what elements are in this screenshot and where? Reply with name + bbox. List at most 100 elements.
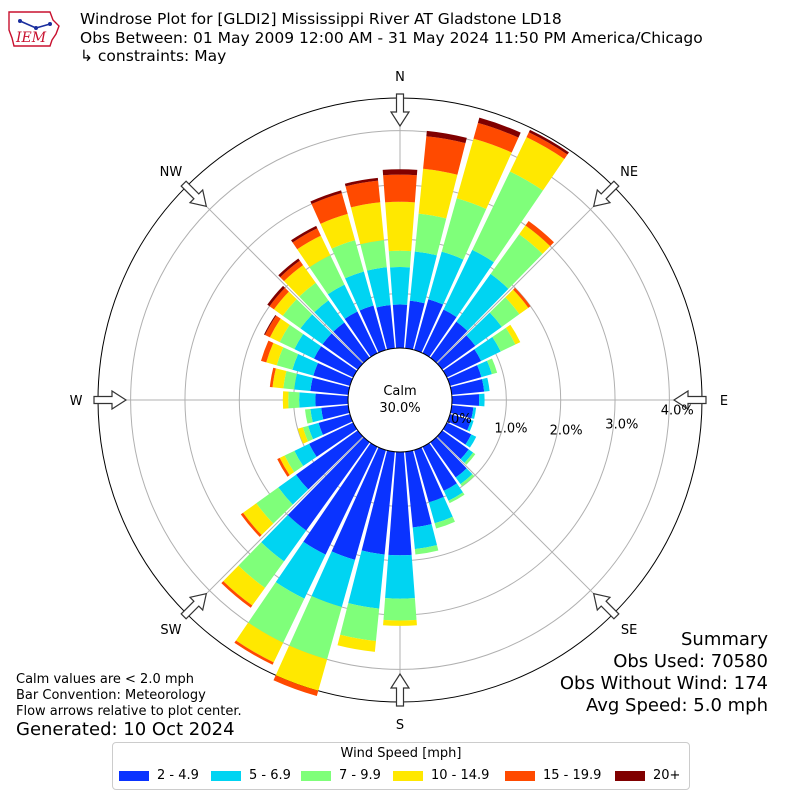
flow-arrow-icon [592,180,620,208]
windrose-bar-segment [426,130,467,144]
windrose-bar-segment [269,318,290,343]
calm-circle [347,347,453,453]
windrose-bar-segment [288,391,300,409]
windrose-bar-segment [405,450,432,528]
windrose-bar-segment [422,442,457,491]
radial-tick-label: 2.0% [550,423,583,438]
windrose-bar-segment [292,353,318,376]
legend-label: 10 - 14.9 [431,768,490,783]
calm-label: Calm [383,384,416,399]
windrose-bar-segment [292,228,321,250]
windrose-bar-segment [441,198,487,260]
windrose-bar-segment [526,132,568,160]
windrose-bar-segment [264,314,277,336]
grid-spoke [186,436,364,614]
windrose-bar-segment [327,284,358,319]
windrose-bar-segment [261,515,307,562]
windrose-bar-segment [474,337,501,361]
flow-arrows [93,93,707,707]
flow-arrow-icon [93,389,128,411]
windrose-bar-segment [367,267,391,308]
windrose-bar-segment [383,598,417,621]
windrose-bar-segment [487,358,498,375]
windrose-bar-segment [240,512,262,537]
windrose-bar-segment [388,451,412,556]
generated-note: Generated: 10 Oct 2024 [16,719,235,740]
flow-arrow-icon [180,592,208,620]
windrose-bar-segment [314,300,345,332]
flow-arrow-icon [180,180,208,208]
windrose-bar-segment [311,192,348,224]
windrose-bar-segment [235,622,284,663]
windrose-bar-segment [450,405,474,419]
windrose-bar-segment [269,367,276,388]
windrose-bar-segment [238,542,285,588]
legend-label: 2 - 4.9 [157,768,199,783]
flow-arrow-icon [389,672,411,707]
windrose-bar-segment [299,282,329,313]
windrose-bar-segment [412,524,438,550]
radial-tick-label: 4.0% [661,404,694,419]
windrose-bar-segment [505,289,529,315]
windrose-bar-segment [291,225,318,243]
windrose-bar-segment [299,392,316,408]
windrose-bar-segment [345,180,381,208]
direction-label: SW [160,623,181,638]
windrose-bar-segment [280,260,304,282]
windrose-bar-segment [442,422,472,445]
windrose-bar-segment [344,311,378,358]
windrose-bar-segment [383,619,417,626]
iem-logo-text: IEM [16,30,47,46]
windrose-bar-segment [447,414,471,431]
windrose-bar-segment [509,137,565,191]
calm-center: Calm 30.0% [347,347,453,453]
windrose-bar-segment [321,405,350,420]
windrose-bar-segment [278,474,309,505]
legend-label: 5 - 6.9 [249,768,291,783]
summary-heading: Summary [681,629,768,650]
windrose-bar-segment [310,407,324,423]
windrose-bar-segment [430,437,467,478]
flow-arrow-icon [592,592,620,620]
windrose-bar-segment [310,377,350,395]
bar-convention-note: Bar Convention: Meteorology [16,688,206,703]
windrose-bar-segment [221,581,253,608]
legend-swatch [119,771,149,781]
legend-label: 7 - 9.9 [339,768,381,783]
windrose-bar-segment [297,427,309,444]
direction-label: S [396,718,404,733]
legend-swatch [211,771,241,781]
windrose-bar-segment [492,327,516,352]
windrose-bar-segment [472,171,543,263]
direction-label: SE [621,623,637,638]
windrose-bar-segment [309,255,345,295]
windrose-bar-segment [283,265,316,297]
windrose-bar-segment [451,394,480,406]
windrose-bars [221,117,569,696]
windrose-bar-segment [282,299,313,329]
windrose-bar-segment [430,321,468,363]
windrose-bar-segment [360,240,387,271]
windrose-bar-segment [294,373,313,392]
windrose-bar-segment [477,360,492,378]
flow-arrow-icon [672,389,707,411]
direction-label: NE [620,165,638,180]
windrose-bar-segment [388,250,412,268]
windrose-bar-segment [234,640,274,665]
title-line-3: ↳ constraints: May [80,47,227,65]
legend-label: 20+ [653,768,681,783]
windrose-bar-segment [428,496,453,524]
windrose-bar-segment [385,201,415,252]
summary-obs-used: Obs Used: 70580 [613,651,768,672]
windrose-bar-segment [489,297,520,327]
title-line-1: Windrose Plot for [GLDI2] Mississippi Ri… [80,10,562,28]
windrose-bar-segment [248,582,305,643]
windrose-bar-segment [279,455,295,476]
windrose-bar-segment [333,322,370,363]
windrose-bar-segment [289,595,342,660]
windrose-bar-segment [311,551,356,608]
windrose-bar-segment [471,407,477,419]
windrose-bar-segment [318,414,353,435]
windrose-bar-segment [287,437,370,531]
